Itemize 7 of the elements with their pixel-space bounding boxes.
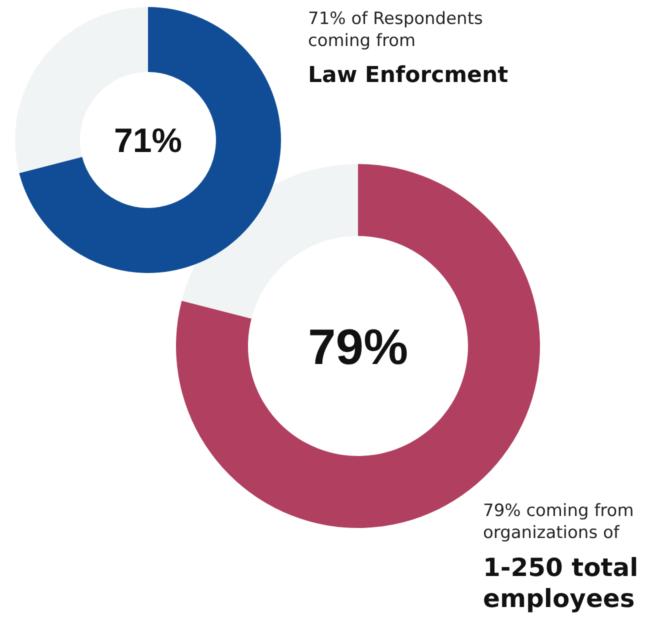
donut-slice	[19, 7, 281, 273]
text: Law Enforcment	[308, 62, 510, 90]
text: 79% coming from organizations of	[483, 500, 635, 544]
data-label: 71%	[114, 122, 182, 160]
text: 1-250 total employees	[483, 552, 640, 614]
data-label: 79%	[308, 318, 408, 375]
text: 71% of Respondents coming from	[308, 8, 484, 52]
